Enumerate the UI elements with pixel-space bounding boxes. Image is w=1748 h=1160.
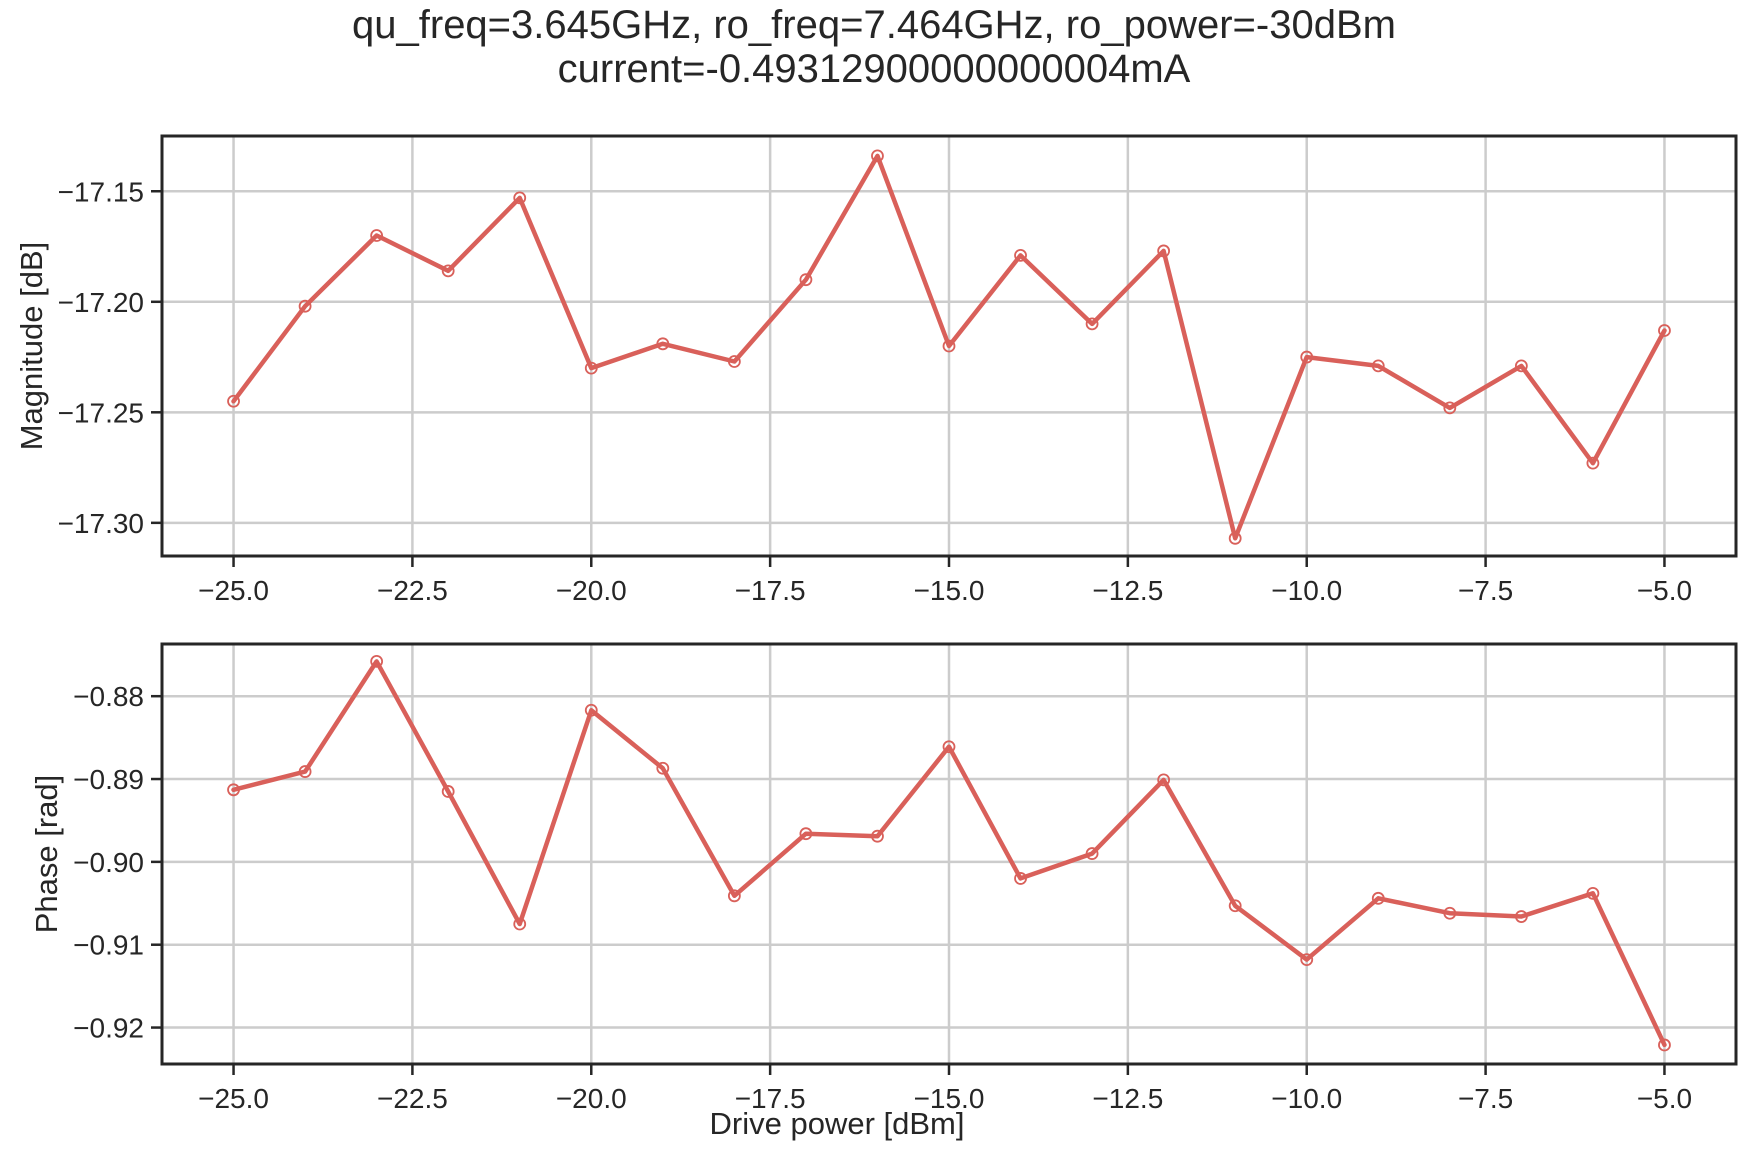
y-axis-label: Phase [rad] — [29, 775, 64, 934]
x-tick-label: −15.0 — [914, 1083, 985, 1114]
y-tick-label: −17.25 — [58, 397, 144, 428]
x-tick-label: −20.0 — [556, 1083, 627, 1114]
x-tick-label: −10.0 — [1271, 1083, 1342, 1114]
data-point-marker — [1514, 910, 1528, 923]
data-point-marker — [727, 355, 741, 368]
x-tick-label: −7.5 — [1458, 1083, 1513, 1114]
data-point-marker — [584, 703, 598, 717]
data-point-marker — [871, 149, 884, 163]
data-point-marker — [227, 394, 240, 408]
x-tick-label: −17.5 — [735, 1083, 806, 1114]
x-tick-label: −12.5 — [1092, 1083, 1163, 1114]
data-point-marker — [942, 740, 956, 754]
data-point-marker — [656, 761, 670, 775]
y-tick-label: −0.92 — [73, 1013, 144, 1044]
data-point-marker — [1371, 359, 1385, 373]
y-tick-label: −17.15 — [58, 176, 144, 207]
x-tick-label: −25.0 — [198, 1083, 269, 1114]
x-tick-label: −22.5 — [377, 1083, 448, 1114]
data-point-marker — [1085, 847, 1099, 860]
data-line — [231, 153, 1667, 541]
data-point-marker — [1157, 244, 1171, 258]
data-point-marker — [727, 889, 741, 903]
x-axis-label: Drive power [dBm] — [710, 1106, 965, 1141]
data-point-marker — [1085, 317, 1099, 331]
data-point-marker — [1658, 1038, 1671, 1052]
y-tick-label: −17.20 — [58, 287, 144, 318]
y-tick-label: −17.30 — [58, 508, 144, 539]
data-point-marker — [441, 785, 455, 798]
data-point-marker — [942, 339, 956, 353]
data-point-marker — [370, 229, 384, 242]
data-point-marker — [1157, 773, 1171, 787]
data-point-marker — [1443, 906, 1457, 920]
data-point-marker — [656, 337, 670, 351]
data-point-marker — [370, 654, 384, 668]
data-point-marker — [1586, 456, 1600, 470]
data-point-marker — [1228, 531, 1242, 545]
data-point-marker — [799, 827, 813, 841]
x-tick-label: −22.5 — [377, 575, 448, 606]
data-point-marker — [1300, 350, 1314, 364]
subplot-2: −25.0 −22.5 −20.0 −17.5 −15.0 −12.5 −10.0 −7.5 −… — [29, 642, 1738, 1141]
data-point-marker — [1586, 886, 1600, 900]
data-point-marker — [871, 829, 884, 843]
data-point-marker — [298, 765, 312, 778]
y-tick-label: −0.88 — [73, 681, 144, 712]
x-tick-label: −20.0 — [556, 575, 627, 606]
figure-title-line2: current=-0.49312900000000004mA — [557, 47, 1191, 91]
x-tick-label: −7.5 — [1458, 575, 1513, 606]
data-point-marker — [441, 264, 455, 278]
x-tick-label: −25.0 — [198, 575, 269, 606]
x-tick-label: −17.5 — [735, 575, 806, 606]
data-point-marker — [1658, 324, 1671, 337]
x-tick-label: −5.0 — [1637, 1083, 1692, 1114]
x-tick-label: −12.5 — [1092, 575, 1163, 606]
data-point-marker — [799, 273, 813, 287]
data-point-marker — [1014, 248, 1027, 262]
data-point-marker — [1443, 401, 1457, 415]
data-point-marker — [1371, 891, 1385, 905]
x-tick-label: −5.0 — [1637, 575, 1692, 606]
y-tick-label: −0.91 — [73, 930, 144, 961]
x-tick-label: −15.0 — [914, 575, 985, 606]
data-point-marker — [1300, 953, 1314, 967]
data-point-marker — [298, 299, 312, 313]
data-point-marker — [1014, 872, 1027, 885]
x-tick-label: −10.0 — [1271, 575, 1342, 606]
y-tick-label: −0.89 — [73, 764, 144, 795]
y-axis-label: Magnitude [dB] — [14, 242, 49, 451]
data-point-marker — [584, 361, 598, 375]
figure-title-line1: qu_freq=3.645GHz, ro_freq=7.464GHz, ro_p… — [352, 3, 1396, 47]
data-point-marker — [513, 191, 527, 205]
y-tick-label: −0.90 — [73, 847, 144, 878]
data-point-marker — [1514, 359, 1528, 373]
data-point-marker — [513, 917, 527, 931]
data-point-marker — [1228, 899, 1242, 913]
data-line — [231, 659, 1667, 1048]
data-point-marker — [227, 783, 240, 797]
subplot-1: −25.0 −22.5 −20.0 −17.5 −15.0 −12.5 −10.0 −7.5 −… — [14, 134, 1738, 606]
